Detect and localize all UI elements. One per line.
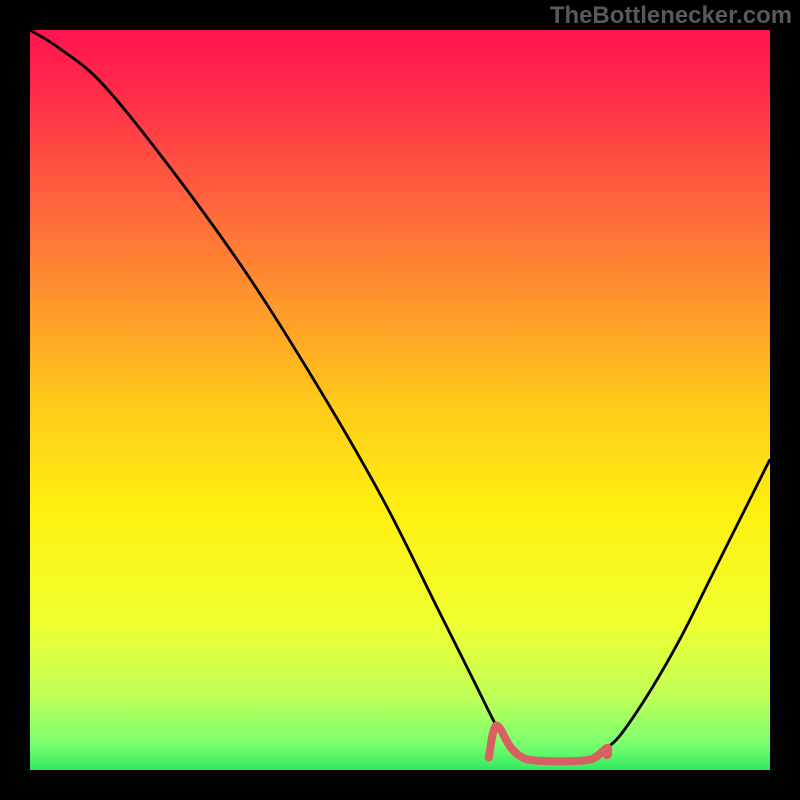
chart-frame: TheBottlenecker.com: [0, 0, 800, 800]
sweet-spot-band: [489, 726, 608, 762]
plot-area: [30, 30, 770, 770]
bottleneck-curve: [30, 30, 770, 763]
sweet-spot-marker: [602, 749, 612, 759]
bottleneck-curve-svg: [30, 30, 770, 770]
watermark-text: TheBottlenecker.com: [550, 2, 792, 30]
